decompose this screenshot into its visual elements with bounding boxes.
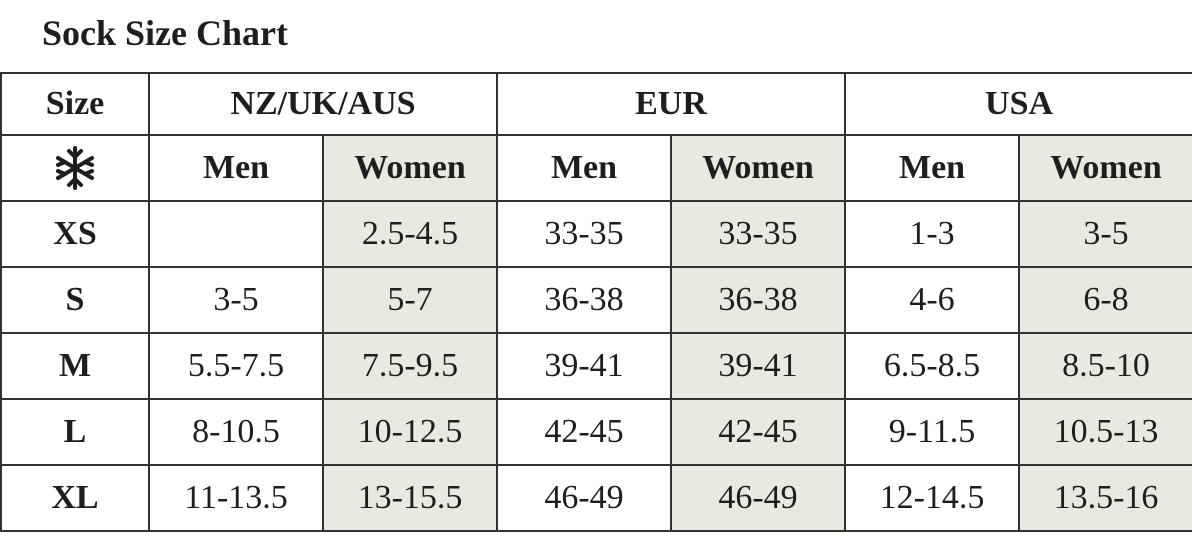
gender-header: Women: [670, 134, 847, 202]
snowflake-cell: [0, 134, 150, 202]
size-value: 7.5-9.5: [321, 332, 499, 400]
size-value: 33-35: [670, 200, 847, 268]
size-value: 4-6: [844, 266, 1021, 334]
size-value: 42-45: [670, 398, 847, 466]
size-value: 39-41: [670, 332, 847, 400]
size-value: 12-14.5: [844, 464, 1021, 532]
size-row: S 3-5 5-7 36-38 36-38 4-6 6-8: [0, 266, 1192, 334]
size-label: L: [0, 398, 150, 466]
size-value: 11-13.5: [148, 464, 324, 532]
size-value: 1-3: [844, 200, 1021, 268]
size-value: 10.5-13: [1018, 398, 1192, 466]
size-value: 3-5: [1018, 200, 1192, 268]
size-value: 46-49: [670, 464, 847, 532]
size-value: 46-49: [496, 464, 673, 532]
subheader-row: Men Women Men Women Men Women: [0, 134, 1192, 202]
header-row: Size NZ/UK/AUS EUR USA: [0, 72, 1192, 136]
size-label: XS: [0, 200, 150, 268]
size-value: 5-7: [321, 266, 499, 334]
size-value: 3-5: [148, 266, 324, 334]
size-value: 13.5-16: [1018, 464, 1192, 532]
size-value: 8.5-10: [1018, 332, 1192, 400]
size-row: M 5.5-7.5 7.5-9.5 39-41 39-41 6.5-8.5 8.5-10: [0, 332, 1192, 400]
size-table: Size NZ/UK/AUS EUR USA Men Women Men Women Men W…: [0, 72, 1192, 532]
size-row: L 8-10.5 10-12.5 42-45 42-45 9-11.5 10.5-13: [0, 398, 1192, 466]
size-value: 36-38: [496, 266, 673, 334]
size-value: 36-38: [670, 266, 847, 334]
gender-header: Men: [148, 134, 324, 202]
size-value: 2.5-4.5: [321, 200, 499, 268]
size-value: 42-45: [496, 398, 673, 466]
size-label: M: [0, 332, 150, 400]
size-label: S: [0, 266, 150, 334]
size-value: 6-8: [1018, 266, 1192, 334]
size-value: 39-41: [496, 332, 673, 400]
size-value: 6.5-8.5: [844, 332, 1021, 400]
size-row: XL 11-13.5 13-15.5 46-49 46-49 12-14.5 13.5-16: [0, 464, 1192, 532]
table-body: Size NZ/UK/AUS EUR USA Men Women Men Women Men W…: [0, 72, 1192, 532]
size-value: 13-15.5: [321, 464, 499, 532]
gender-header: Women: [321, 134, 499, 202]
column-header: EUR: [496, 72, 847, 136]
size-value: 33-35: [496, 200, 673, 268]
size-value: 9-11.5: [844, 398, 1021, 466]
size-value: 10-12.5: [321, 398, 499, 466]
size-value: 8-10.5: [148, 398, 324, 466]
gender-header: Women: [1018, 134, 1192, 202]
gender-header: Men: [496, 134, 673, 202]
column-header: USA: [844, 72, 1192, 136]
size-row: XS 2.5-4.5 33-35 33-35 1-3 3-5: [0, 200, 1192, 268]
snowflake-icon: [56, 146, 94, 190]
size-label: XL: [0, 464, 150, 532]
gender-header: Men: [844, 134, 1021, 202]
size-value: 5.5-7.5: [148, 332, 324, 400]
title: Sock Size Chart: [42, 13, 288, 53]
column-header: Size: [0, 72, 150, 136]
column-header: NZ/UK/AUS: [147, 72, 499, 136]
size-value: [148, 200, 324, 268]
